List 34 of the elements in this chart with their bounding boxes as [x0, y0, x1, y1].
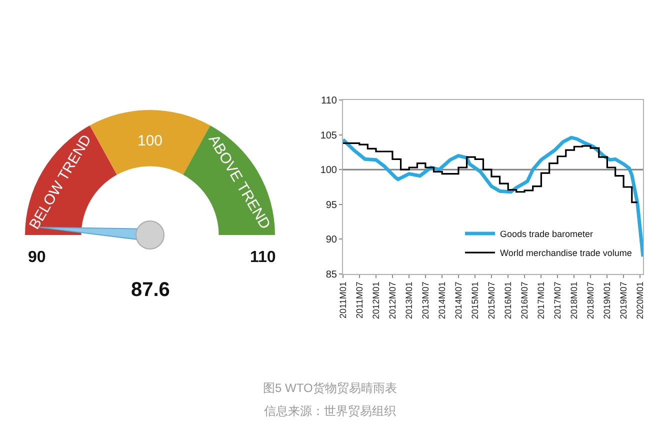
x-tick-label: 2011M07: [354, 282, 364, 318]
x-tick-label: 2017M07: [552, 282, 562, 320]
x-tick-label: 2013M07: [420, 282, 430, 320]
x-tick-label: 2017M01: [536, 282, 546, 320]
y-tick-label: 85: [326, 270, 338, 280]
text: 110: [250, 249, 276, 266]
x-tick-label: 2012M07: [387, 282, 398, 320]
y-tick-label: 90: [326, 234, 338, 246]
x-tick-label: 2013M01: [404, 282, 414, 320]
x-tick-label: 2014M07: [453, 282, 464, 320]
caption: 图5 WTO货物贸易晴雨表: [263, 381, 397, 395]
slice-label: 100: [137, 132, 163, 150]
x-tick-label: 2018M07: [585, 282, 596, 320]
x-tick-label: 2012M01: [370, 282, 381, 320]
x-tick-label: 2015M01: [470, 282, 480, 320]
y-tick-label: 110: [321, 96, 338, 106]
y-tick-label: 105: [320, 130, 338, 142]
text: 87.6: [131, 279, 170, 301]
x-tick-label: 2019M01: [602, 282, 612, 320]
x-tick-label: 2011M01: [338, 282, 348, 318]
x-tick-label: 2018M01: [569, 282, 580, 320]
x-tick-label: 2016M01: [503, 282, 514, 320]
line-series: [343, 136, 643, 258]
text: 信息来源：世界贸易组织: [264, 404, 396, 418]
text: 90: [28, 249, 46, 266]
legend-label: Goods trade barometer: [500, 229, 594, 240]
x-tick-label: 2020M01: [635, 282, 646, 320]
x-tick-label: 2019M07: [618, 282, 628, 320]
x-tick-label: 2014M01: [437, 282, 448, 320]
y-tick-label: 95: [326, 200, 338, 211]
x-tick-label: 2015M07: [486, 282, 496, 320]
legend-label: World merchandise trade volume: [500, 248, 632, 258]
x-tick-label: 2016M07: [519, 282, 530, 320]
y-tick-label: 100: [320, 165, 338, 176]
